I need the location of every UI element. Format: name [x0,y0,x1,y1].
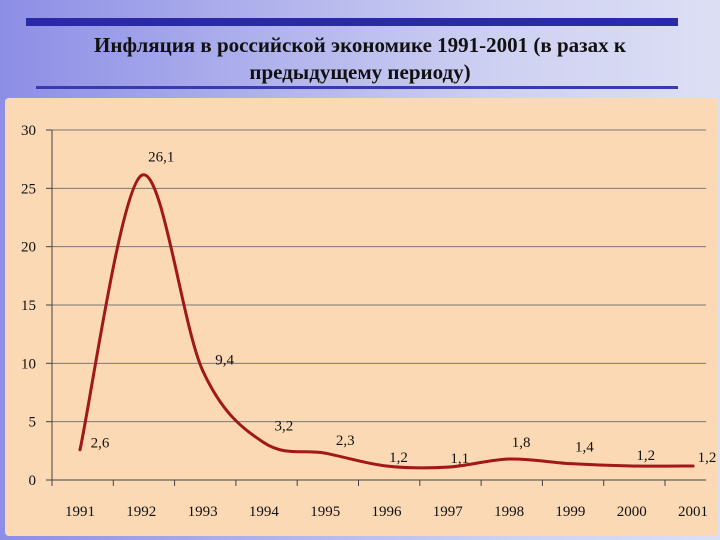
y-tick-label: 5 [29,415,37,431]
data-point-1998 [507,457,511,461]
data-label-1999: 1,4 [575,440,594,456]
data-point-1996 [385,464,388,468]
x-tick-label-1995: 1995 [310,504,340,520]
data-point-1999 [568,462,572,466]
x-tick-label-1998: 1998 [494,504,524,520]
x-tick-label-1999: 1999 [555,504,585,520]
axes [46,129,706,486]
chart-title: Инфляция в российской экономике 1991-200… [94,33,626,84]
data-labels: 2,6 26,1 9,4 3,2 2,3 1,2 1,1 1,8 1,4 1,2 1,2 [78,150,717,469]
x-tick-label-2001: 2001 [678,504,708,520]
data-label-2001: 1,2 [698,450,717,466]
data-label-1998: 1,8 [512,435,531,451]
y-tick-label: 20 [21,240,36,256]
x-tick-label-1997: 1997 [433,504,464,520]
x-tick-labels: 1991 1992 1993 1994 1995 1996 1997 1998 1999 2000… [65,504,708,520]
chart-background [5,98,718,536]
x-tick-label-1996: 1996 [372,504,403,520]
data-point-2001 [691,464,695,468]
data-point-1992 [139,174,143,177]
title-bottom-rule [36,86,678,89]
data-label-1996: 1,2 [389,450,408,466]
x-tick-label-2000: 2000 [617,504,647,520]
y-tick-label: 0 [29,473,37,489]
grid-lines [52,129,706,423]
y-tick-labels: 0 5 10 15 20 25 30 [21,123,36,489]
y-tick-label: 10 [21,356,36,372]
data-label-1993: 9,4 [215,352,234,368]
data-label-1991: 2,6 [91,436,110,452]
y-tick-label: 30 [21,123,36,139]
data-point-1991 [78,448,82,452]
data-label-1997: 1,1 [450,451,469,467]
data-point-1993 [201,368,205,372]
data-point-1994 [262,441,266,445]
data-label-2000: 1,2 [636,448,655,464]
data-label-1995: 2,3 [336,433,355,449]
data-point-1995 [323,451,327,455]
x-tick-label-1991: 1991 [65,504,95,520]
data-point-2000 [630,464,634,468]
series-line [78,173,695,470]
y-tick-label: 15 [21,298,36,314]
x-tick-label-1992: 1992 [126,504,156,520]
data-label-1992: 26,1 [148,150,174,166]
data-point-1997 [446,465,450,469]
data-label-1994: 3,2 [275,419,294,435]
title-top-rule [26,18,678,26]
y-tick-label: 25 [21,181,36,197]
x-tick-label-1993: 1993 [188,504,218,520]
x-tick-label-1994: 1994 [249,504,280,520]
